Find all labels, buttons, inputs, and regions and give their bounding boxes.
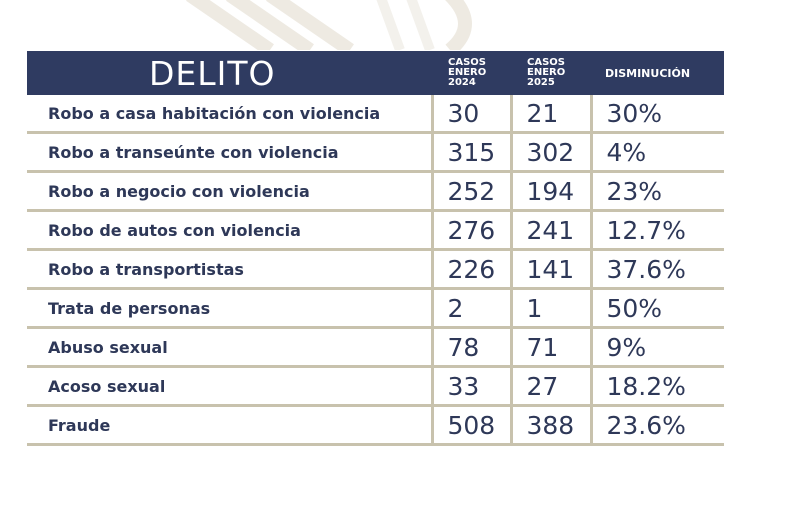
background-watermark: [186, 0, 472, 50]
decrease-value: 50%: [589, 288, 724, 329]
decrease-value: 23%: [589, 171, 724, 212]
cases-2025-value: 141: [509, 249, 591, 290]
crime-name: Acoso sexual: [27, 366, 432, 407]
crime-name: Robo a transeúnte con violencia: [27, 132, 432, 173]
crime-name: Robo a transportistas: [27, 249, 432, 290]
decrease-value: 30%: [589, 95, 724, 134]
cases-2024-value: 276: [430, 210, 511, 251]
cases-2025-value: 388: [509, 405, 591, 446]
crime-name: Robo a casa habitación con violencia: [27, 95, 432, 134]
cases-2024-value: 226: [430, 249, 511, 290]
cases-2025-value: 21: [509, 95, 591, 134]
crime-name: Fraude: [27, 405, 432, 446]
crime-name: Abuso sexual: [27, 327, 432, 368]
cases-2025-value: 302: [509, 132, 591, 173]
cases-2024-value: 315: [430, 132, 511, 173]
header-delito: DELITO: [27, 51, 432, 95]
cases-2024-value: 252: [430, 171, 511, 212]
crime-table: DELITO CASOS ENERO 2024 CASOS ENERO 2025…: [27, 51, 724, 446]
cases-2025-value: 194: [509, 171, 591, 212]
table-row: Acoso sexual 33 27 18.2%: [27, 366, 724, 407]
cases-2024-value: 2: [430, 288, 511, 329]
header-decrease: DISMINUCIÓN: [591, 51, 724, 95]
decrease-value: 12.7%: [589, 210, 724, 251]
decrease-value: 4%: [589, 132, 724, 173]
header-cases-2024: CASOS ENERO 2024: [432, 51, 511, 95]
header-cases-2025: CASOS ENERO 2025: [511, 51, 591, 95]
table-row: Fraude 508 388 23.6%: [27, 405, 724, 446]
table-header-row: DELITO CASOS ENERO 2024 CASOS ENERO 2025…: [27, 51, 724, 95]
cases-2024-value: 78: [430, 327, 511, 368]
crime-name: Robo de autos con violencia: [27, 210, 432, 251]
table-row: Robo a casa habitación con violencia 30 …: [27, 95, 724, 134]
table-row: Abuso sexual 78 71 9%: [27, 327, 724, 368]
decrease-value: 23.6%: [589, 405, 724, 446]
cases-2024-value: 30: [430, 95, 511, 134]
cases-2025-value: 27: [509, 366, 591, 407]
decrease-value: 18.2%: [589, 366, 724, 407]
cases-2025-value: 71: [509, 327, 591, 368]
table-row: Robo a negocio con violencia 252 194 23%: [27, 171, 724, 212]
cases-2025-value: 1: [509, 288, 591, 329]
cases-2025-value: 241: [509, 210, 591, 251]
crime-name: Trata de personas: [27, 288, 432, 329]
table-row: Trata de personas 2 1 50%: [27, 288, 724, 329]
decrease-value: 37.6%: [589, 249, 724, 290]
cases-2024-value: 33: [430, 366, 511, 407]
table-row: Robo a transportistas 226 141 37.6%: [27, 249, 724, 290]
table-row: Robo a transeúnte con violencia 315 302 …: [27, 132, 724, 173]
cases-2024-value: 508: [430, 405, 511, 446]
crime-name: Robo a negocio con violencia: [27, 171, 432, 212]
decrease-value: 9%: [589, 327, 724, 368]
table-row: Robo de autos con violencia 276 241 12.7…: [27, 210, 724, 251]
